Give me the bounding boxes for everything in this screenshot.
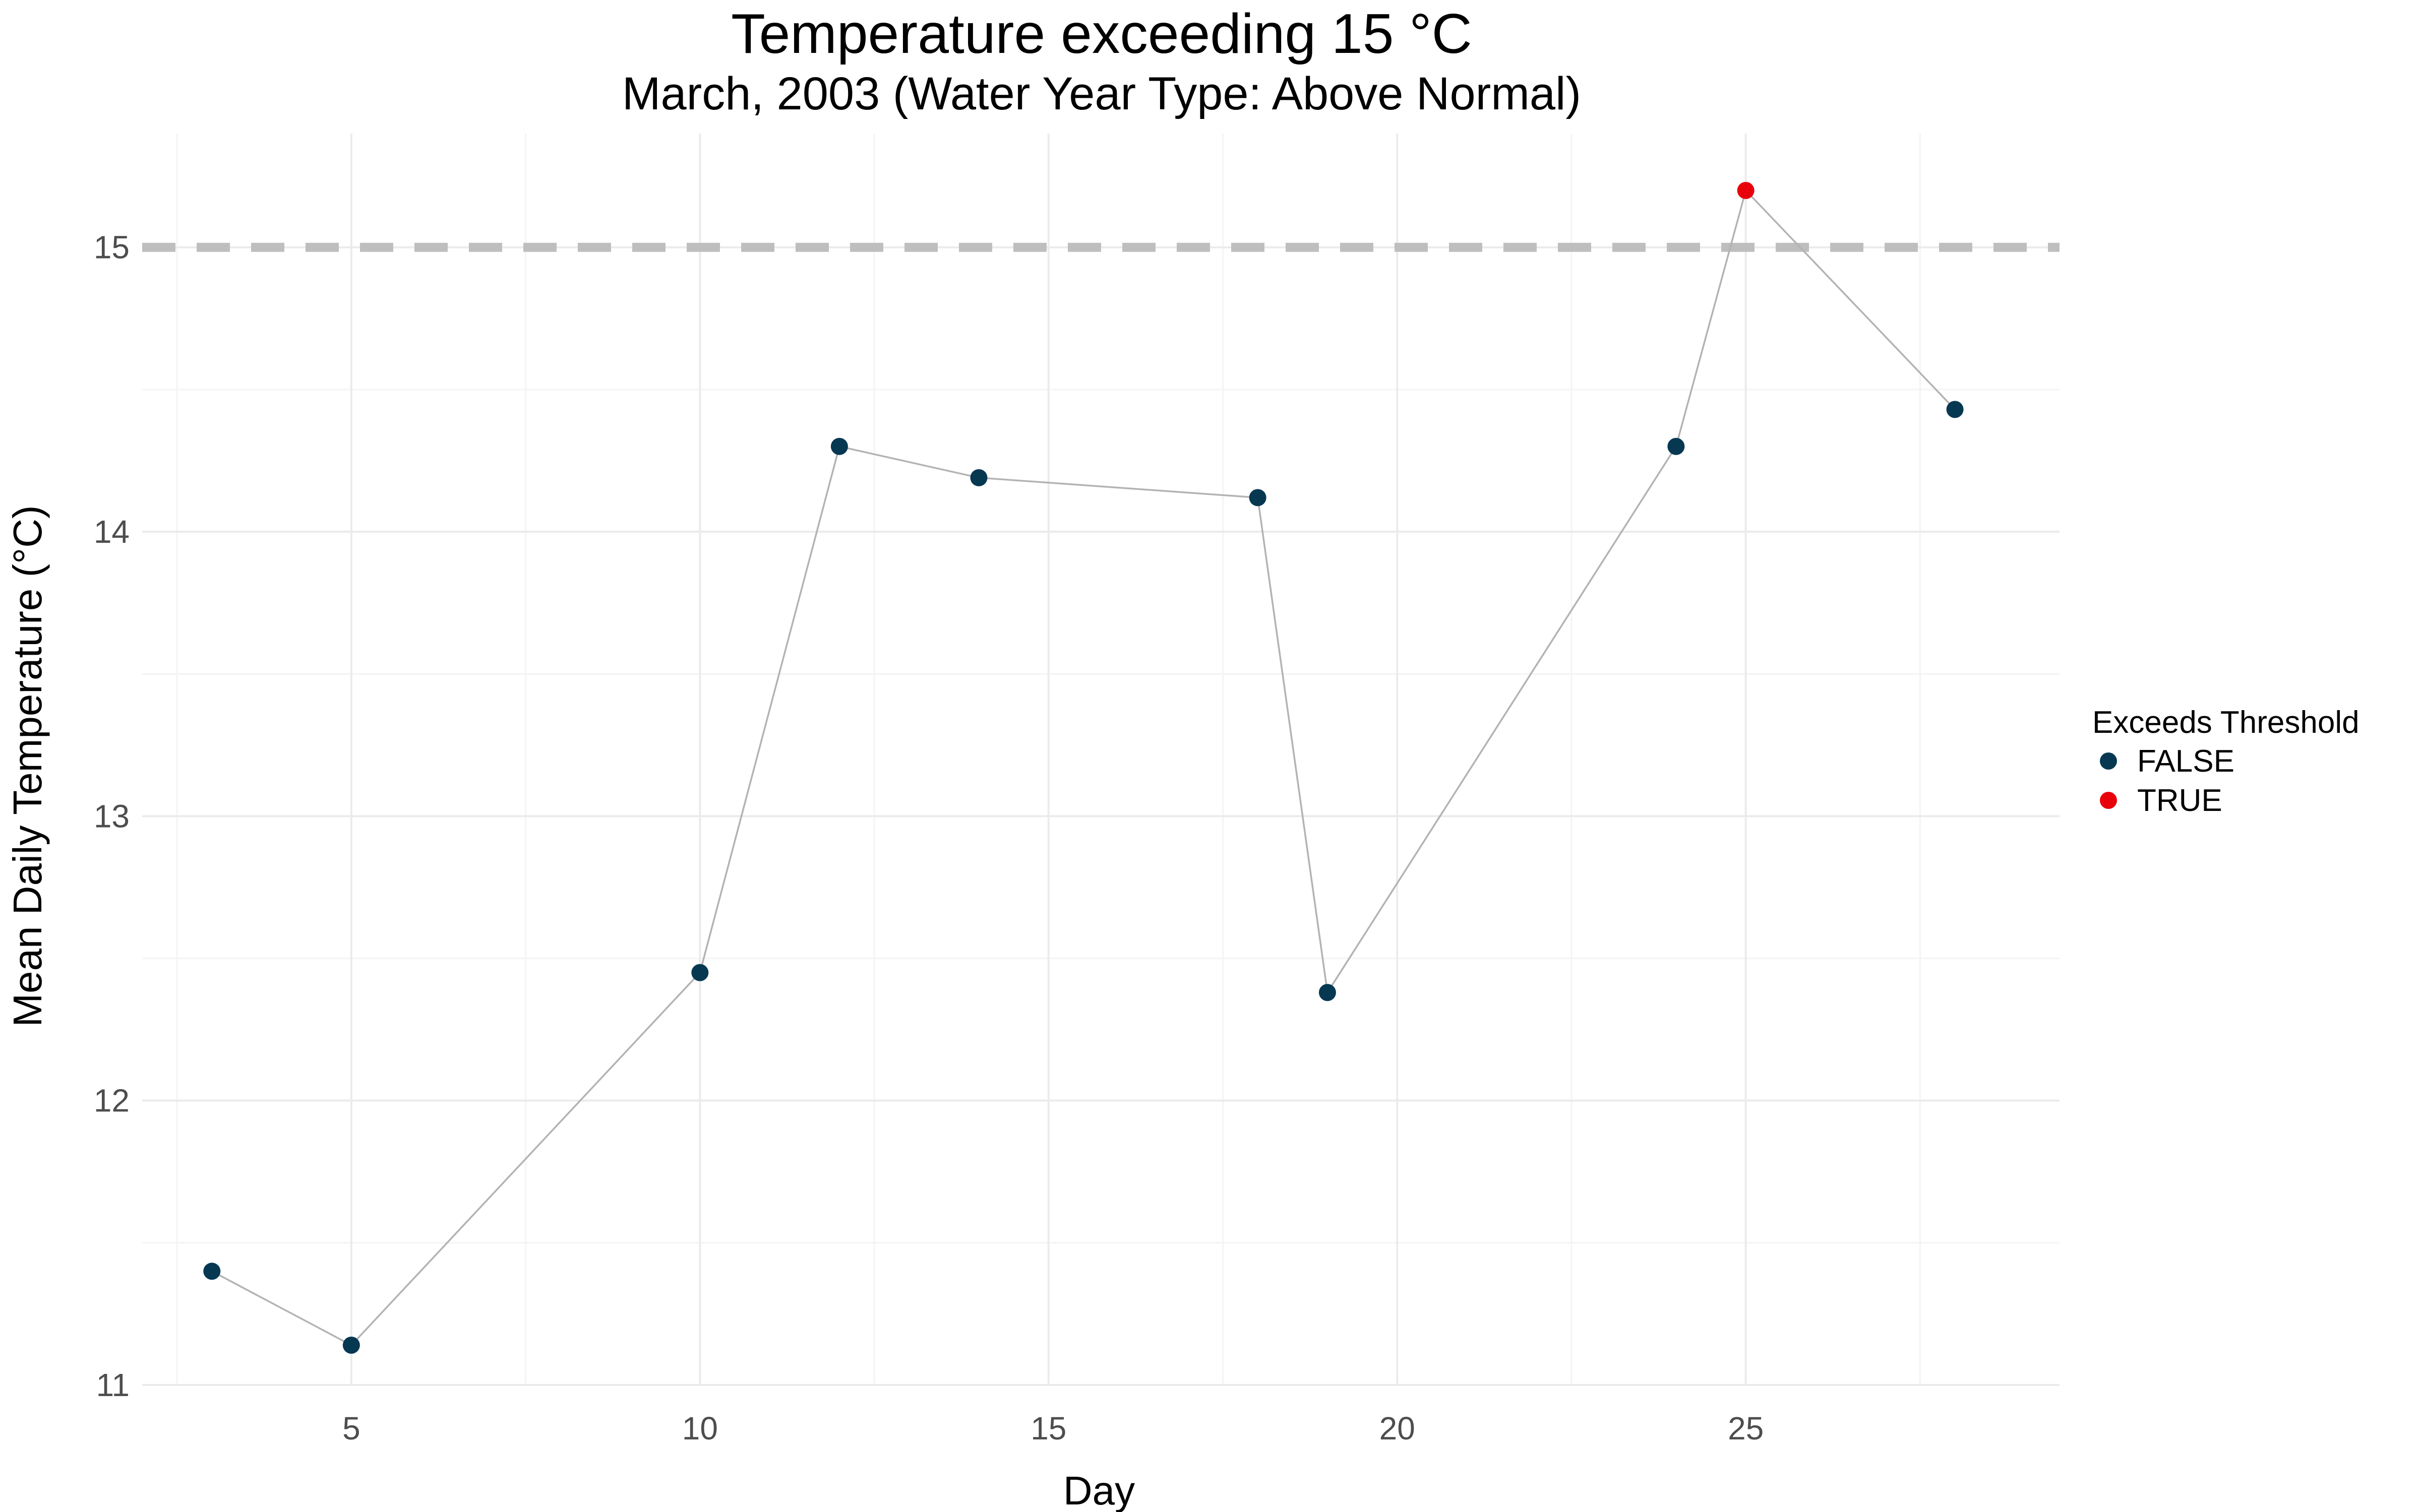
y-tick-label: 12 xyxy=(94,1083,130,1119)
series-line-layer xyxy=(211,188,1956,1347)
y-tick-label: 13 xyxy=(94,798,130,834)
legend-swatch-true xyxy=(2100,792,2117,809)
legend-label-false: FALSE xyxy=(2137,743,2234,779)
legend-label-true: TRUE xyxy=(2137,783,2222,818)
x-tick-label: 10 xyxy=(682,1410,718,1446)
chart-subtitle: March, 2003 (Water Year Type: Above Norm… xyxy=(622,68,1582,119)
chart-title: Temperature exceeding 15 °C xyxy=(731,3,1472,65)
data-point xyxy=(970,469,988,486)
data-point xyxy=(1249,489,1266,507)
x-tick-label: 15 xyxy=(1031,1410,1066,1446)
data-point xyxy=(1946,401,1964,418)
data-point xyxy=(342,1336,360,1354)
data-point xyxy=(691,964,709,981)
data-point xyxy=(1667,437,1685,455)
legend-item-true: TRUE xyxy=(2092,782,2360,818)
y-tick-label: 11 xyxy=(96,1367,130,1403)
y-tick-labels: 11 12 13 14 15 xyxy=(94,229,130,1403)
grid-lines xyxy=(142,134,2060,1386)
x-tick-label: 20 xyxy=(1379,1410,1415,1446)
y-tick-label: 15 xyxy=(94,229,130,266)
legend: Exceeds Threshold FALSE TRUE xyxy=(2092,705,2360,818)
legend-title: Exceeds Threshold xyxy=(2092,705,2360,740)
data-points xyxy=(203,181,1964,1354)
x-tick-label: 25 xyxy=(1728,1410,1764,1446)
x-tick-labels: 5 10 15 20 25 xyxy=(342,1410,1764,1446)
data-point xyxy=(830,437,848,455)
series-line xyxy=(211,188,1956,1347)
legend-swatch-false xyxy=(2100,752,2117,770)
legend-item-false: FALSE xyxy=(2092,743,2360,779)
y-tick-label: 14 xyxy=(94,514,130,550)
x-axis-title: Day xyxy=(1063,1468,1135,1512)
y-axis-title: Mean Daily Temperature (°C) xyxy=(5,505,50,1027)
data-point xyxy=(1318,984,1336,1001)
data-point-exceeds xyxy=(1737,181,1754,199)
x-tick-label: 5 xyxy=(342,1410,360,1446)
data-point xyxy=(203,1263,221,1280)
